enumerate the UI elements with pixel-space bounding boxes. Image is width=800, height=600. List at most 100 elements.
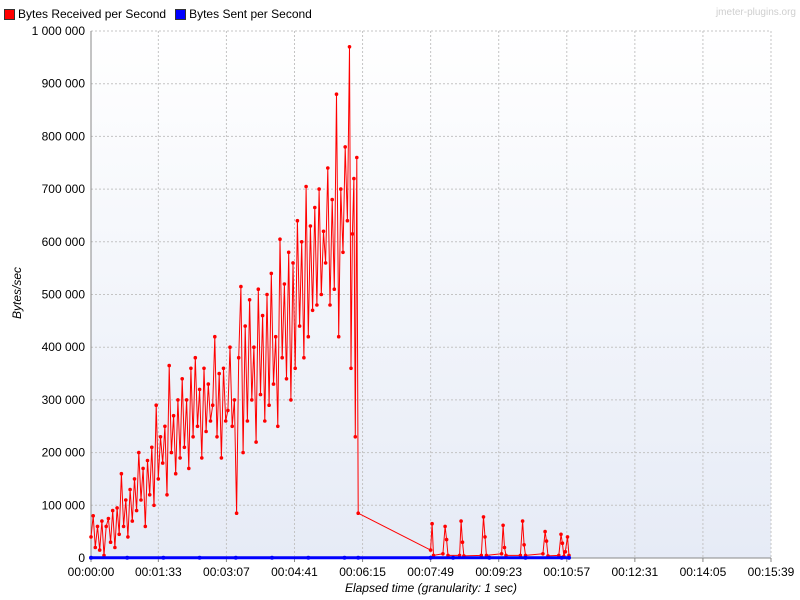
chart-legend: Bytes Received per Second Bytes Sent per… [4,6,321,22]
y-tick-label: 600 000 [42,235,86,249]
data-point-sent [428,555,433,560]
x-tick-label: 00:04:41 [271,565,318,579]
x-tick-label: 00:12:31 [611,565,658,579]
data-point-received [115,506,119,510]
data-point-received [330,197,335,202]
data-point-received [345,218,350,223]
data-point-received [299,240,304,244]
data-point-received [563,549,568,554]
data-point-received [313,205,317,210]
legend-item-sent: Bytes Sent per Second [175,7,312,21]
data-point-received [284,377,289,381]
data-point-received [130,519,135,523]
data-point-sent [306,555,311,560]
x-tick-label: 00:03:07 [203,565,250,579]
data-point-received [247,298,252,302]
data-point-received [113,545,117,550]
data-point-sent [270,555,274,560]
data-point-received [254,440,258,444]
data-point-received [169,450,174,455]
data-point-sent [523,555,528,560]
data-point-received [147,493,152,497]
data-point-received [232,398,237,402]
data-point-received [355,155,359,160]
data-point-received [352,176,356,181]
x-tick-label: 00:01:33 [135,565,182,579]
data-point-received [501,523,505,528]
y-axis-ticks: 0 100 000 200 000 300 000 400 000 500 000 600 … [32,24,86,565]
y-tick-label: 300 000 [42,393,86,407]
legend-swatch-sent [175,8,187,20]
data-point-received [460,540,465,544]
data-point-received [297,324,302,328]
data-point-received [141,466,145,471]
data-point-received [356,511,361,515]
data-point-received [306,334,311,339]
data-point-received [236,355,241,360]
x-tick-label: 00:09:23 [475,565,522,579]
data-point-received [565,535,570,539]
y-tick-label: 100 000 [42,498,86,512]
data-point-received [239,284,243,289]
data-point-received [341,250,345,255]
data-point-received [271,382,276,386]
legend-swatch-received [4,8,15,20]
data-point-received [280,355,285,360]
data-point-received [328,303,332,307]
legend-item-received: Bytes Received per Second [4,7,166,21]
data-point-received [336,334,341,339]
data-point-received [252,345,256,350]
data-point-received [326,166,330,170]
data-point-received [91,514,95,518]
data-point-received [339,187,343,191]
data-point-received [137,450,141,455]
data-point-sent [89,555,93,560]
y-tick-label: 1 000 000 [32,24,86,38]
data-point-received [226,408,230,413]
data-point-sent [161,555,166,560]
data-point-received [158,435,163,439]
data-point-received [334,92,339,96]
data-point-received [291,261,295,265]
data-point-received [541,552,545,556]
data-point-received [499,552,504,556]
data-point-received [206,382,211,386]
x-tick-label: 00:07:49 [407,565,454,579]
data-point-received [243,324,247,328]
data-point-received [256,287,261,292]
data-point-received [349,366,353,371]
data-point-received [187,466,191,471]
data-point-received [443,524,447,529]
data-point-received [223,419,228,423]
data-point-received [195,424,200,429]
data-point-received [154,403,158,408]
data-point-received [163,424,167,429]
data-point-received [293,366,298,371]
data-point-sent [356,555,361,560]
data-point-received [124,498,128,502]
data-point-received [104,524,108,529]
data-point-received [289,398,293,402]
data-point-received [347,45,352,49]
series-line-received [90,46,570,557]
data-point-received [171,413,176,418]
data-point-received [145,458,150,463]
data-point-received [543,529,547,534]
data-point-received [263,419,267,423]
data-point-received [126,535,130,539]
data-point-received [221,366,226,371]
data-point-received [241,450,245,455]
data-point-received [193,355,198,360]
data-point-received [278,237,282,241]
x-axis-ticks: 00:00:00 00:01:33 00:03:07 00:04:41 00:06:15… [68,558,795,579]
data-point-received [106,516,111,521]
data-point-received [260,313,265,318]
data-point-received [150,445,154,450]
y-tick-label: 800 000 [42,129,86,143]
data-point-received [202,366,206,371]
data-point-received [250,398,254,402]
legend-label-received: Bytes Received per Second [18,7,167,21]
data-point-received [197,387,202,392]
data-point-received [267,403,271,408]
